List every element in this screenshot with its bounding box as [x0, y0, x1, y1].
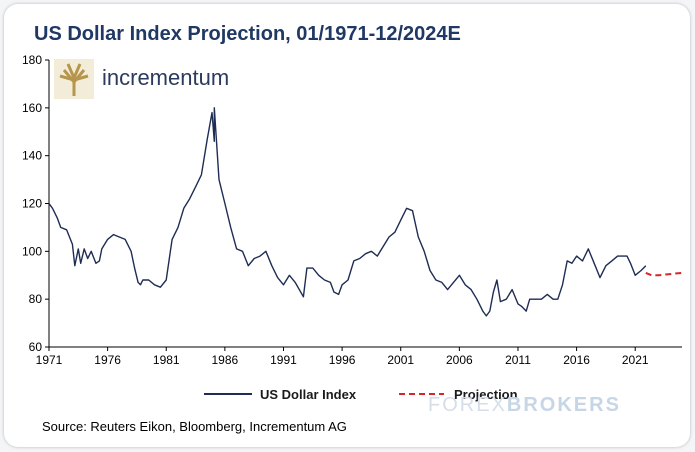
- chart-title: US Dollar Index Projection, 01/1971-12/2…: [34, 23, 461, 45]
- source-note: Source: Reuters Eikon, Bloomberg, Increm…: [42, 419, 347, 434]
- y-tick-label: 120: [22, 197, 42, 211]
- chart-card: US Dollar Index Projection, 01/1971-12/2…: [4, 4, 690, 447]
- projection-series-line: [645, 271, 683, 277]
- chart-legend: US Dollar Index Projection: [204, 387, 518, 402]
- y-tick-label: 160: [22, 101, 42, 115]
- y-tick-label: 100: [22, 244, 42, 258]
- y-tick-label: 60: [29, 340, 43, 354]
- x-tick-label: 1981: [153, 353, 180, 367]
- x-tick-label: 1971: [36, 353, 63, 367]
- logo-tree-branches: [59, 63, 89, 96]
- x-tick-label: 1986: [212, 353, 239, 367]
- usd-index-series-line: [48, 107, 647, 317]
- legend-label: US Dollar Index: [260, 387, 357, 402]
- legend-label: Projection: [454, 387, 518, 402]
- x-tick-label: 2001: [387, 353, 414, 367]
- x-tick-label: 1976: [94, 353, 121, 367]
- y-tick-label: 180: [22, 53, 42, 67]
- logo-text: incrementum: [102, 65, 229, 90]
- x-tick-label: 2021: [622, 353, 649, 367]
- incrementum-logo: incrementum: [54, 59, 229, 99]
- y-tick-label: 80: [29, 292, 43, 306]
- chart-axes: 60 80 100 120 140 160 180 1971 1976 1981 1986 1991 1…: [22, 53, 682, 367]
- x-tick-label: 1996: [329, 353, 356, 367]
- x-tick-label: 2006: [446, 353, 473, 367]
- line-chart: incrementum 60 80 100 120 140 160 180 1971 1976 1…: [22, 53, 683, 402]
- x-tick-label: 2016: [563, 353, 590, 367]
- x-tick-label: 2011: [505, 353, 531, 367]
- y-tick-label: 140: [22, 149, 42, 163]
- forexbrokers-watermark: FOREXBROKERS: [428, 394, 621, 416]
- series-layer: [48, 107, 683, 317]
- x-tick-label: 1991: [270, 353, 297, 367]
